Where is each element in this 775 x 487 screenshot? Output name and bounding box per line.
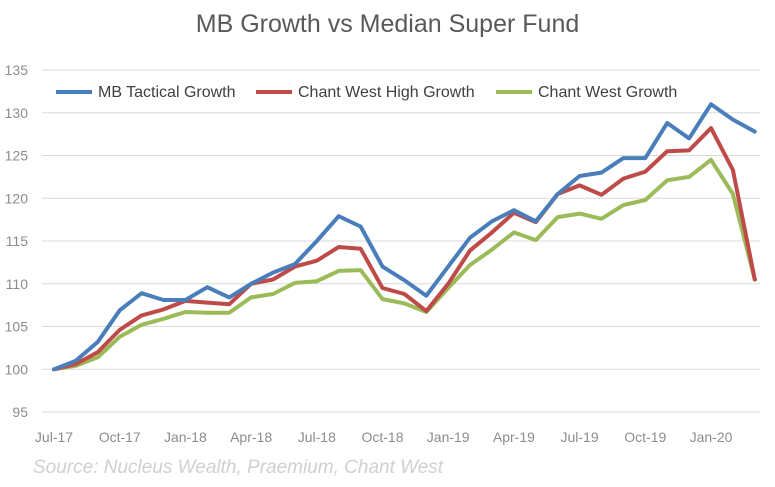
series-line-chant-west-growth <box>52 157 757 372</box>
legend-entry: Chant West High Growth <box>256 84 475 101</box>
y-tick-label: 135 <box>5 62 29 78</box>
y-tick-label: 105 <box>5 319 29 335</box>
y-tick-label: 100 <box>5 361 29 377</box>
x-tick-label: Jan-18 <box>164 429 207 445</box>
y-tick-label: 130 <box>5 105 29 121</box>
y-tick-label: 95 <box>12 404 28 420</box>
legend-entry: MB Tactical Growth <box>56 84 236 101</box>
legend-label: Chant West High Growth <box>298 84 475 101</box>
source-note: Source: Nucleus Wealth, Praemium, Chant … <box>33 457 444 478</box>
legend-entry: Chant West Growth <box>496 84 677 101</box>
x-tick-label: Oct-18 <box>361 429 403 445</box>
x-tick-label: Apr-18 <box>230 429 272 445</box>
chart-title: MB Growth vs Median Super Fund <box>195 10 580 38</box>
y-tick-label: 120 <box>5 190 29 206</box>
legend-label: MB Tactical Growth <box>98 84 236 101</box>
x-tick-label: Jul-18 <box>298 429 336 445</box>
gridlines <box>42 69 760 413</box>
y-tick-label: 125 <box>5 148 29 164</box>
x-tick-label: Jan-19 <box>427 429 470 445</box>
x-axis-tick-labels: Jul-17 Oct-17 Jan-18 Apr-18 Jul-18 Oct-18 Jan-… <box>35 429 733 445</box>
series-line-chant-west-high-growth <box>52 126 757 372</box>
legend-label: Chant West Growth <box>538 84 677 101</box>
x-tick-label: Jul-19 <box>561 429 599 445</box>
x-tick-label: Jul-17 <box>35 429 73 445</box>
x-tick-label: Oct-17 <box>99 429 141 445</box>
series-line-mb-tactical-growth <box>52 102 757 372</box>
x-tick-label: Jan-20 <box>690 429 733 445</box>
y-axis-tick-labels: 95 100 105 110 115 120 125 130 135 <box>5 62 29 420</box>
series-lines <box>52 102 757 372</box>
legend: MB Tactical Growth Chant West High Growth… <box>56 84 677 101</box>
x-tick-label: Apr-19 <box>493 429 535 445</box>
y-tick-label: 115 <box>6 233 29 249</box>
y-tick-label: 110 <box>6 276 29 292</box>
x-tick-label: Oct-19 <box>624 429 666 445</box>
